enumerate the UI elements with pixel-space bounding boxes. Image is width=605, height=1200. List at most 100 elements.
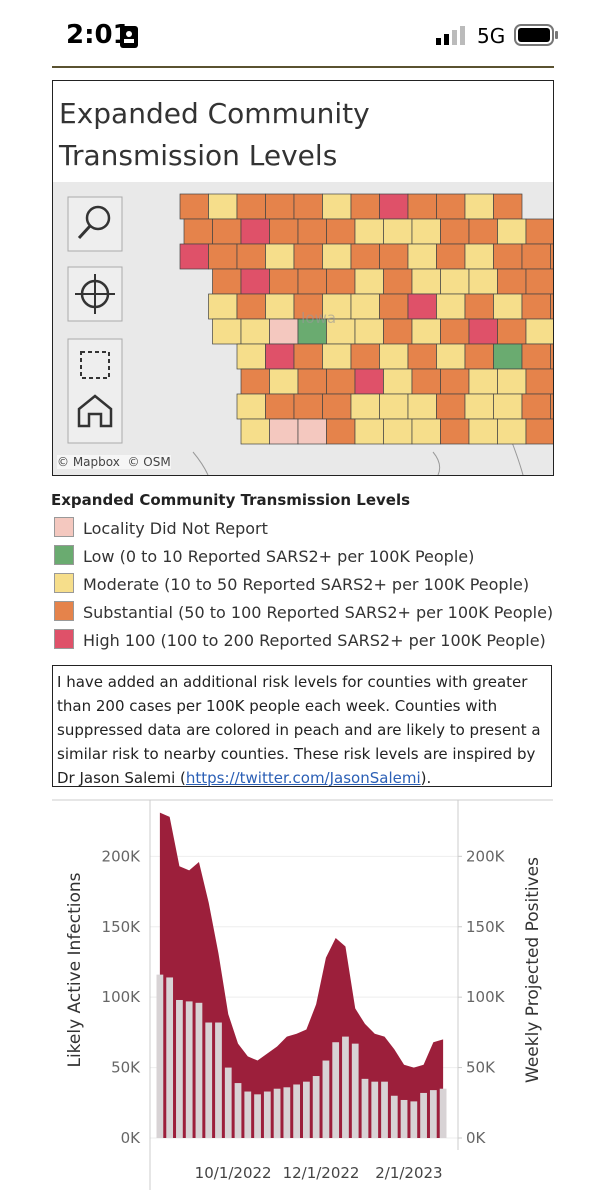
- bar: [185, 1001, 193, 1138]
- county: [354, 268, 384, 295]
- bar: [390, 1095, 398, 1138]
- county: [468, 318, 498, 345]
- county: [525, 418, 553, 445]
- county: [293, 243, 323, 270]
- bar: [381, 1081, 388, 1138]
- x-tick-label: 2/1/2023: [375, 1164, 442, 1182]
- county: [322, 243, 352, 270]
- county: [322, 393, 352, 420]
- county: [240, 268, 270, 295]
- legend-label: Locality Did Not Report: [83, 519, 268, 538]
- bar: [156, 974, 164, 1138]
- county: [326, 268, 356, 295]
- bar: [273, 1088, 281, 1138]
- county: [240, 368, 270, 395]
- select-button[interactable]: [67, 338, 123, 444]
- county: [493, 293, 523, 320]
- legend-label: High 100 (100 to 200 Reported SARS2+ per…: [83, 631, 546, 650]
- home-button[interactable]: [77, 394, 113, 428]
- y2-tick-label: 0K: [466, 1129, 487, 1147]
- county: [550, 293, 553, 320]
- county: [265, 293, 295, 320]
- county: [322, 293, 352, 320]
- county: [293, 193, 323, 220]
- county: [436, 393, 466, 420]
- county: [411, 218, 441, 245]
- county: [269, 268, 299, 295]
- legend-label: Moderate (10 to 50 Reported SARS2+ per 1…: [83, 575, 530, 594]
- county: [411, 318, 441, 345]
- county: [468, 418, 498, 445]
- bar: [254, 1094, 261, 1138]
- legend-title: Expanded Community Transmission Levels: [51, 491, 411, 509]
- county: [297, 268, 327, 295]
- legend-swatch: [54, 545, 74, 565]
- legend-label: Low (0 to 10 Reported SARS2+ per 100K Pe…: [83, 547, 475, 566]
- note-link[interactable]: https://twitter.com/JasonSalemi: [185, 769, 421, 787]
- county: [326, 218, 356, 245]
- legend-item: Substantial (50 to 100 Reported SARS2+ p…: [54, 601, 553, 622]
- bar: [195, 1002, 203, 1138]
- county: [411, 268, 441, 295]
- note: I have added an additional risk levels f…: [52, 665, 552, 787]
- county: [236, 293, 266, 320]
- county: [464, 293, 494, 320]
- bar: [361, 1078, 369, 1138]
- x-tick-label: 12/1/2022: [283, 1164, 360, 1182]
- area: [159, 812, 444, 1138]
- search-button[interactable]: [67, 196, 123, 252]
- y-tick-label: 200K: [102, 847, 142, 865]
- county: [440, 418, 470, 445]
- county: [440, 318, 470, 345]
- county: [240, 418, 270, 445]
- county: [436, 293, 466, 320]
- county: [326, 368, 356, 395]
- county: [493, 193, 523, 220]
- bar: [166, 977, 174, 1138]
- attribution: © Mapbox © OSM: [57, 455, 171, 469]
- map: [53, 182, 553, 475]
- county: [208, 293, 238, 320]
- county: [179, 243, 209, 270]
- bar: [429, 1090, 437, 1138]
- county: [379, 293, 409, 320]
- county: [265, 393, 295, 420]
- county: [497, 318, 527, 345]
- bar: [244, 1091, 252, 1138]
- bar: [439, 1088, 447, 1138]
- county: [236, 343, 266, 370]
- county: [407, 343, 437, 370]
- county: [350, 293, 380, 320]
- legend-item: High 100 (100 to 200 Reported SARS2+ per…: [54, 629, 546, 650]
- y2-tick-label: 100K: [466, 988, 506, 1006]
- county: [354, 318, 384, 345]
- county: [521, 343, 551, 370]
- county: [383, 318, 413, 345]
- county: [436, 193, 466, 220]
- attribution-item: © Mapbox: [57, 455, 120, 469]
- county: [240, 218, 270, 245]
- bar: [215, 1022, 222, 1138]
- network: 5G: [477, 24, 506, 48]
- county: [379, 243, 409, 270]
- county: [297, 418, 327, 445]
- county: [240, 318, 270, 345]
- y2-axis-label: Weekly Projected Positives: [523, 857, 543, 1083]
- county: [212, 218, 242, 245]
- bar: [224, 1067, 232, 1138]
- county: [440, 218, 470, 245]
- y-tick-label: 150K: [102, 918, 142, 936]
- legend-swatch: [54, 629, 74, 649]
- bar: [293, 1084, 300, 1138]
- county: [354, 418, 384, 445]
- county: [497, 368, 527, 395]
- county: [411, 418, 441, 445]
- bar: [283, 1087, 291, 1138]
- county: [497, 418, 527, 445]
- county: [550, 343, 553, 370]
- county: [525, 268, 553, 295]
- legend-item: Low (0 to 10 Reported SARS2+ per 100K Pe…: [54, 545, 474, 566]
- signal: [436, 26, 465, 45]
- county: [436, 343, 466, 370]
